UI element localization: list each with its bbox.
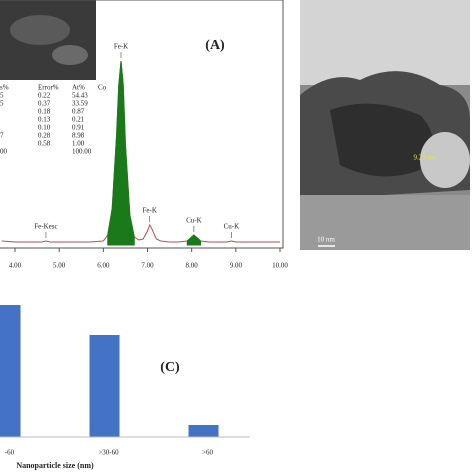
peak-area (107, 60, 202, 246)
table-cell: 0.87 (72, 108, 85, 116)
table-cell: 0.10 (38, 124, 51, 132)
spectrum-line (1, 60, 280, 243)
peak-label: Cu-K (224, 223, 240, 231)
table-cell: 0.21 (72, 116, 85, 124)
table-cell: 5 (0, 100, 4, 108)
peak-label: Fe-K (114, 43, 128, 51)
bar (0, 305, 21, 437)
peak-label: Cu-K (186, 217, 202, 225)
peak-label: Fe-Kesc (34, 223, 57, 231)
x-tick-label: 6.00 (97, 262, 110, 270)
plot-frame (0, 0, 284, 249)
panel-label: (A) (205, 38, 225, 53)
table-cell: 8.98 (72, 132, 85, 140)
tem-image (300, 0, 470, 250)
measure-label: 9.23 nm (414, 154, 438, 162)
scale-label: 10 nm (317, 236, 335, 244)
table-cell: 0.58 (38, 140, 51, 148)
bar (89, 335, 120, 437)
table-cell: 0.13 (38, 116, 51, 124)
x-tick-label: 5.00 (53, 262, 66, 270)
table-cell: 1.00 (72, 140, 85, 148)
peak-label: Fe-K (143, 207, 157, 215)
table-cell: 0.18 (38, 108, 51, 116)
table-cell: 7 (0, 132, 4, 140)
x-tick-label: 8.00 (186, 262, 199, 270)
table-header: Error% (38, 84, 59, 92)
table-cell: 5 (0, 92, 4, 100)
table-cell: 54.43 (72, 92, 88, 100)
table-cell: 0.22 (38, 92, 51, 100)
x-tick-label: -60 (5, 449, 15, 457)
x-tick-label: 4.00 (9, 262, 22, 270)
table-cell: 33.59 (72, 100, 88, 108)
sem-inset (0, 0, 96, 80)
x-tick-label: 10.00 (272, 262, 288, 270)
x-axis-label: Nanoparticle size (nm) (16, 461, 94, 470)
table-cell: 00 (0, 148, 8, 156)
table-header: Co (98, 84, 107, 92)
table-cell: 100.00 (72, 148, 92, 156)
panel-label: (C) (160, 360, 180, 375)
table-cell: 0.91 (72, 124, 85, 132)
table-header: At% (72, 84, 85, 92)
table-header: s% (0, 84, 9, 92)
x-tick-label: 7.00 (141, 262, 154, 270)
x-tick-label: >30-60 (98, 449, 119, 457)
bar (188, 425, 219, 437)
table-cell: 0.37 (38, 100, 51, 108)
x-tick-label: >60 (202, 449, 213, 457)
x-tick-label: 9.00 (230, 262, 243, 270)
table-cell: 0.28 (38, 132, 51, 140)
